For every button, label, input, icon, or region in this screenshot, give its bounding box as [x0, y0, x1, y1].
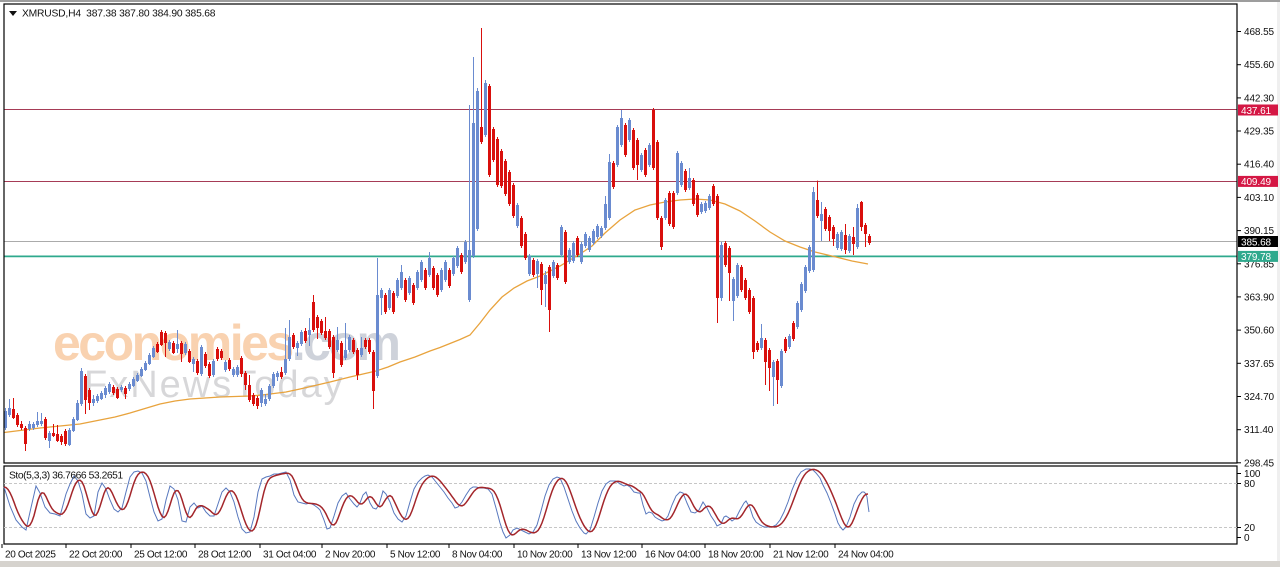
- svg-text:409.49: 409.49: [1241, 177, 1272, 188]
- svg-text:468.55: 468.55: [1244, 27, 1275, 38]
- svg-text:13 Nov 12:00: 13 Nov 12:00: [581, 550, 637, 561]
- svg-text:429.35: 429.35: [1244, 127, 1275, 138]
- svg-text:350.60: 350.60: [1244, 326, 1275, 337]
- svg-text:390.15: 390.15: [1244, 226, 1275, 237]
- svg-text:20: 20: [1244, 523, 1255, 534]
- svg-text:455.60: 455.60: [1244, 60, 1275, 71]
- svg-text:298.45: 298.45: [1244, 458, 1275, 469]
- svg-text:376.85: 376.85: [1244, 259, 1275, 270]
- svg-text:28 Oct 12:00: 28 Oct 12:00: [198, 550, 252, 561]
- svg-text:385.68: 385.68: [1241, 237, 1272, 248]
- svg-text:21 Nov 12:00: 21 Nov 12:00: [773, 550, 829, 561]
- svg-text:XMRUSD,H4 387.38 387.80 384.9: XMRUSD,H4 387.38 387.80 384.90 385.68: [22, 9, 216, 20]
- svg-text:337.65: 337.65: [1244, 359, 1275, 370]
- svg-text:Sto(5,3,3) 36.7666 53.2651: Sto(5,3,3) 36.7666 53.2651: [9, 471, 123, 482]
- svg-text:31 Oct 04:00: 31 Oct 04:00: [263, 550, 317, 561]
- svg-text:80: 80: [1244, 479, 1255, 490]
- svg-text:8 Nov 04:00: 8 Nov 04:00: [452, 550, 503, 561]
- svg-text:100: 100: [1244, 469, 1261, 480]
- svg-text:403.10: 403.10: [1244, 193, 1275, 204]
- svg-text:416.40: 416.40: [1244, 160, 1275, 171]
- svg-text:18 Nov 20:00: 18 Nov 20:00: [708, 550, 764, 561]
- svg-text:24 Nov 04:00: 24 Nov 04:00: [838, 550, 894, 561]
- svg-text:16 Nov 04:00: 16 Nov 04:00: [645, 550, 701, 561]
- svg-text:437.61: 437.61: [1241, 106, 1272, 117]
- svg-text:25 Oct 12:00: 25 Oct 12:00: [134, 550, 188, 561]
- svg-text:311.40: 311.40: [1244, 425, 1274, 436]
- svg-text:442.30: 442.30: [1244, 93, 1275, 104]
- svg-text:363.90: 363.90: [1244, 292, 1275, 303]
- svg-text:0: 0: [1244, 533, 1250, 544]
- svg-text:20 Oct 2025: 20 Oct 2025: [5, 550, 56, 561]
- svg-text:2 Nov 20:00: 2 Nov 20:00: [325, 550, 376, 561]
- svg-text:324.70: 324.70: [1244, 392, 1275, 403]
- svg-text:379.78: 379.78: [1241, 252, 1272, 263]
- svg-text:5 Nov 12:00: 5 Nov 12:00: [390, 550, 441, 561]
- svg-text:10 Nov 20:00: 10 Nov 20:00: [517, 550, 573, 561]
- svg-text:22 Oct 20:00: 22 Oct 20:00: [69, 550, 123, 561]
